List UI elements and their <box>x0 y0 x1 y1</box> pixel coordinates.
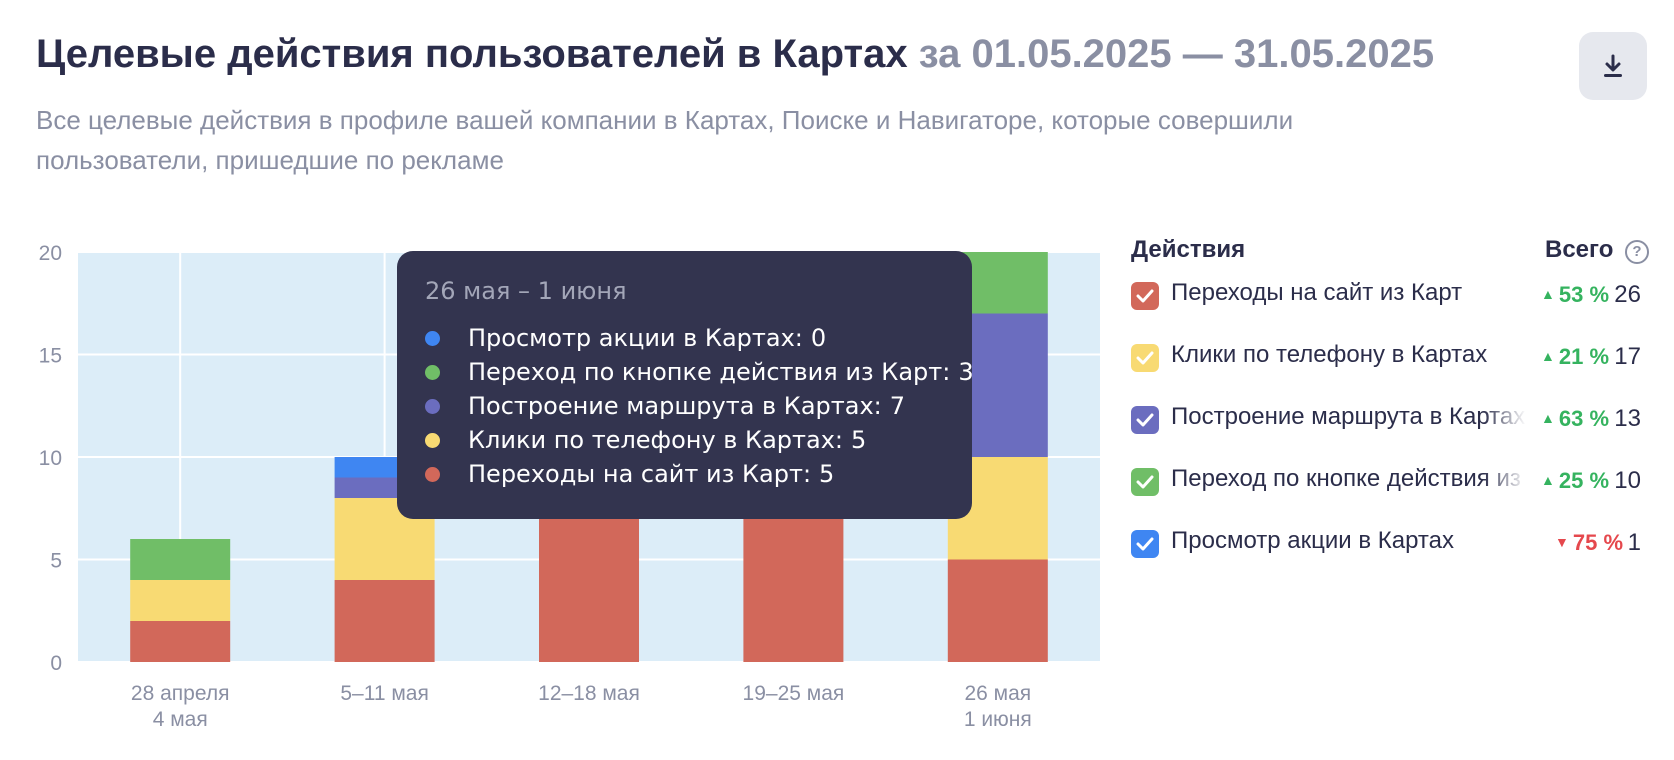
series-dot-icon <box>425 364 440 380</box>
arrow-up-icon: ▲ <box>1541 472 1555 488</box>
x-tick-label: 4 мая <box>153 708 208 731</box>
tooltip-row-value: 5 <box>851 426 867 454</box>
download-icon <box>1604 54 1622 77</box>
x-tick-label: 1 июня <box>964 708 1032 731</box>
y-tick-label: 5 <box>50 550 62 573</box>
arrow-up-icon: ▲ <box>1541 410 1555 426</box>
checkmark-icon <box>1136 413 1154 427</box>
legend-item[interactable]: Переход по кнопке действия из Карт ▲25 %1… <box>1131 458 1651 520</box>
trend-value: 75 % <box>1572 530 1624 555</box>
series-checkbox[interactable] <box>1131 282 1159 310</box>
chart-tooltip: 26 мая – 1 июня Просмотр акции в Картах:… <box>397 251 974 519</box>
tooltip-row-value: 7 <box>889 392 906 420</box>
legend-item-label: Построение маршрута в Картах <box>1171 403 1526 430</box>
title-period: за 01.05.2025 — 31.05.2025 <box>918 32 1435 76</box>
legend-item-total: 13 <box>1614 405 1641 432</box>
checkmark-icon <box>1136 537 1154 551</box>
bar-segment <box>743 518 844 662</box>
bar-segment <box>130 621 231 662</box>
legend-item-label: Клики по телефону в Картах <box>1171 341 1488 368</box>
trend-value: 21 % <box>1558 344 1610 369</box>
x-tick-label: 28 апреля <box>131 682 230 705</box>
tooltip-row-value: 0 <box>810 324 827 352</box>
series-checkbox[interactable] <box>1131 468 1159 496</box>
tooltip-row: Переходы на сайт из Карт: 5 <box>425 457 944 491</box>
x-tick-label: 12–18 мая <box>538 682 640 705</box>
bar-segment <box>130 539 231 580</box>
tooltip-title: 26 мая – 1 июня <box>425 277 627 305</box>
bar-segment <box>130 580 231 621</box>
tooltip-row-label: Просмотр акции в Картах: <box>468 324 803 352</box>
legend-item-total: 10 <box>1614 467 1641 494</box>
tooltip-row-label: Построение маршрута в Картах: <box>468 392 882 420</box>
arrow-up-icon: ▲ <box>1541 286 1555 302</box>
checkmark-icon <box>1136 475 1154 489</box>
series-checkbox[interactable] <box>1131 530 1159 558</box>
series-dot-icon <box>425 432 440 448</box>
legend-header-total: Всего <box>1545 236 1614 263</box>
bar-segment <box>334 580 435 662</box>
y-tick-label: 20 <box>39 242 62 265</box>
legend-item-total: 1 <box>1627 529 1641 556</box>
legend-panel: Действия Всего ? Переходы на сайт из Кар… <box>1131 232 1651 582</box>
page-subtitle: Все целевые действия в профиле вашей ком… <box>36 105 1294 175</box>
legend-header-actions: Действия <box>1131 236 1246 263</box>
x-tick-label: 26 мая <box>964 682 1031 705</box>
arrow-up-icon: ▲ <box>1541 348 1555 364</box>
tooltip-row-value: 3 <box>958 358 974 386</box>
tooltip-row-label: Переходы на сайт из Карт: <box>468 460 812 488</box>
trend-value: 53 % <box>1558 282 1610 307</box>
y-tick-label: 10 <box>39 447 62 470</box>
help-icon[interactable]: ? <box>1625 240 1649 264</box>
legend-item-total: 26 <box>1614 281 1641 308</box>
series-dot-icon <box>425 330 440 346</box>
checkmark-icon <box>1136 289 1154 303</box>
legend-item[interactable]: Построение маршрута в Картах ▲ 63 % 13 <box>1131 396 1651 458</box>
legend-item[interactable]: Просмотр акции в Картах ▼ 75 % 1 <box>1131 520 1651 582</box>
checkmark-icon <box>1136 351 1154 365</box>
legend-item-label: Переходы на сайт из Карт <box>1171 279 1463 306</box>
tooltip-row: Просмотр акции в Картах: 0 <box>425 321 944 355</box>
tooltip-row: Построение маршрута в Картах: 7 <box>425 389 944 423</box>
series-checkbox[interactable] <box>1131 406 1159 434</box>
x-tick-label: 5–11 мая <box>340 682 428 705</box>
trend-badge: ▲ 21 % <box>1541 344 1621 370</box>
trend-badge: ▲ 53 % <box>1541 282 1621 308</box>
download-button[interactable] <box>1579 32 1647 100</box>
series-dot-icon <box>425 398 440 414</box>
tooltip-row-value: 5 <box>819 460 835 488</box>
series-dot-icon <box>425 466 440 482</box>
legend-header: Действия Всего ? <box>1131 232 1651 272</box>
tooltip-row-label: Клики по телефону в Картах: <box>468 426 844 454</box>
page-title: Целевые действия пользователей в Картах … <box>36 32 1434 77</box>
bar-segment <box>539 518 639 662</box>
tooltip-row: Клики по телефону в Картах: 5 <box>425 423 944 457</box>
y-tick-label: 0 <box>50 652 62 675</box>
tooltip-row-label: Переход по кнопке действия из Карт: <box>468 358 951 386</box>
trend-badge: ▲ 25 % <box>1541 468 1621 494</box>
tooltip-row: Переход по кнопке действия из Карт: 3 <box>425 355 974 389</box>
bar-segment <box>947 559 1048 662</box>
series-checkbox[interactable] <box>1131 344 1159 372</box>
x-tick-label: 19–25 мая <box>743 682 845 705</box>
arrow-down-icon: ▼ <box>1555 534 1569 550</box>
title-text: Целевые действия пользователей в Картах <box>36 32 908 76</box>
legend-item[interactable]: Клики по телефону в Картах ▲ 21 % 17 <box>1131 334 1651 396</box>
legend-item-label: Переход по кнопке действия из Карт <box>1171 465 1526 492</box>
trend-value: 63 % <box>1558 406 1610 431</box>
y-tick-label: 15 <box>39 345 62 368</box>
legend-item[interactable]: Переходы на сайт из Карт ▲ 53 % 26 <box>1131 272 1651 334</box>
trend-value: 25 % <box>1558 468 1610 493</box>
legend-item-label: Просмотр акции в Картах <box>1171 527 1454 554</box>
trend-badge: ▼ 75 % <box>1555 530 1635 556</box>
trend-badge: ▲ 63 % <box>1541 406 1621 432</box>
legend-item-total: 17 <box>1614 343 1641 370</box>
